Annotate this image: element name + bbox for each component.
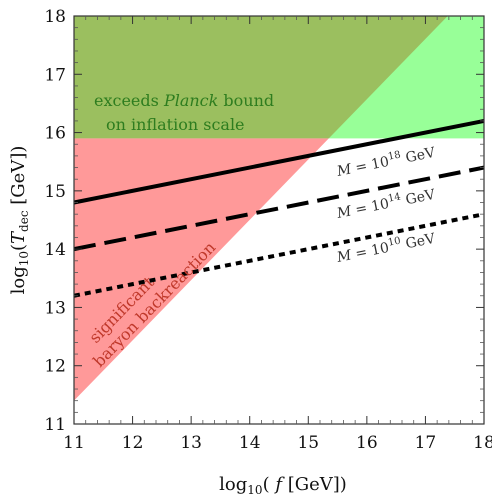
series-line-0	[73, 118, 485, 205]
y-tick-label: 17	[44, 65, 66, 85]
series-label-2: M = 1010 GeV	[334, 229, 437, 266]
series-label-0: M = 1018 GeV	[334, 143, 437, 180]
planck-overlap-region	[74, 16, 448, 139]
x-axis-title: log10( f [GeV])	[219, 474, 347, 497]
x-tick-label: 14	[239, 433, 261, 453]
x-tick-label: 13	[180, 433, 202, 453]
y-tick-label: 11	[44, 415, 66, 435]
planck-label-line-2: on inflation scale	[106, 115, 245, 134]
axes-frame	[73, 15, 485, 425]
series-line-2	[73, 212, 485, 298]
x-tick-label: 15	[297, 433, 319, 453]
backreaction-region	[74, 138, 329, 401]
y-tick-label: 18	[44, 7, 66, 27]
x-tick-label: 12	[122, 433, 144, 453]
x-tick-label: 11	[63, 433, 85, 453]
x-tick-label: 18	[473, 433, 492, 453]
series-layer	[73, 118, 485, 298]
y-tick-label: 12	[44, 357, 66, 377]
y-tick-label: 14	[44, 240, 66, 260]
regions-layer	[74, 16, 484, 401]
y-axis-title: log10(Tdec [GeV])	[8, 146, 31, 295]
series-line-1	[73, 165, 485, 252]
x-tick-label: 16	[356, 433, 378, 453]
y-tick-label: 16	[44, 124, 66, 144]
planck-label-line-1: exceeds Planck bound	[94, 91, 274, 110]
series-label-1: M = 1014 GeV	[334, 185, 437, 222]
x-tick-label: 17	[415, 433, 437, 453]
plot-frame	[73, 15, 485, 425]
y-tick-label: 13	[44, 298, 66, 318]
y-tick-label: 15	[44, 182, 66, 202]
ticks-layer	[73, 15, 485, 425]
